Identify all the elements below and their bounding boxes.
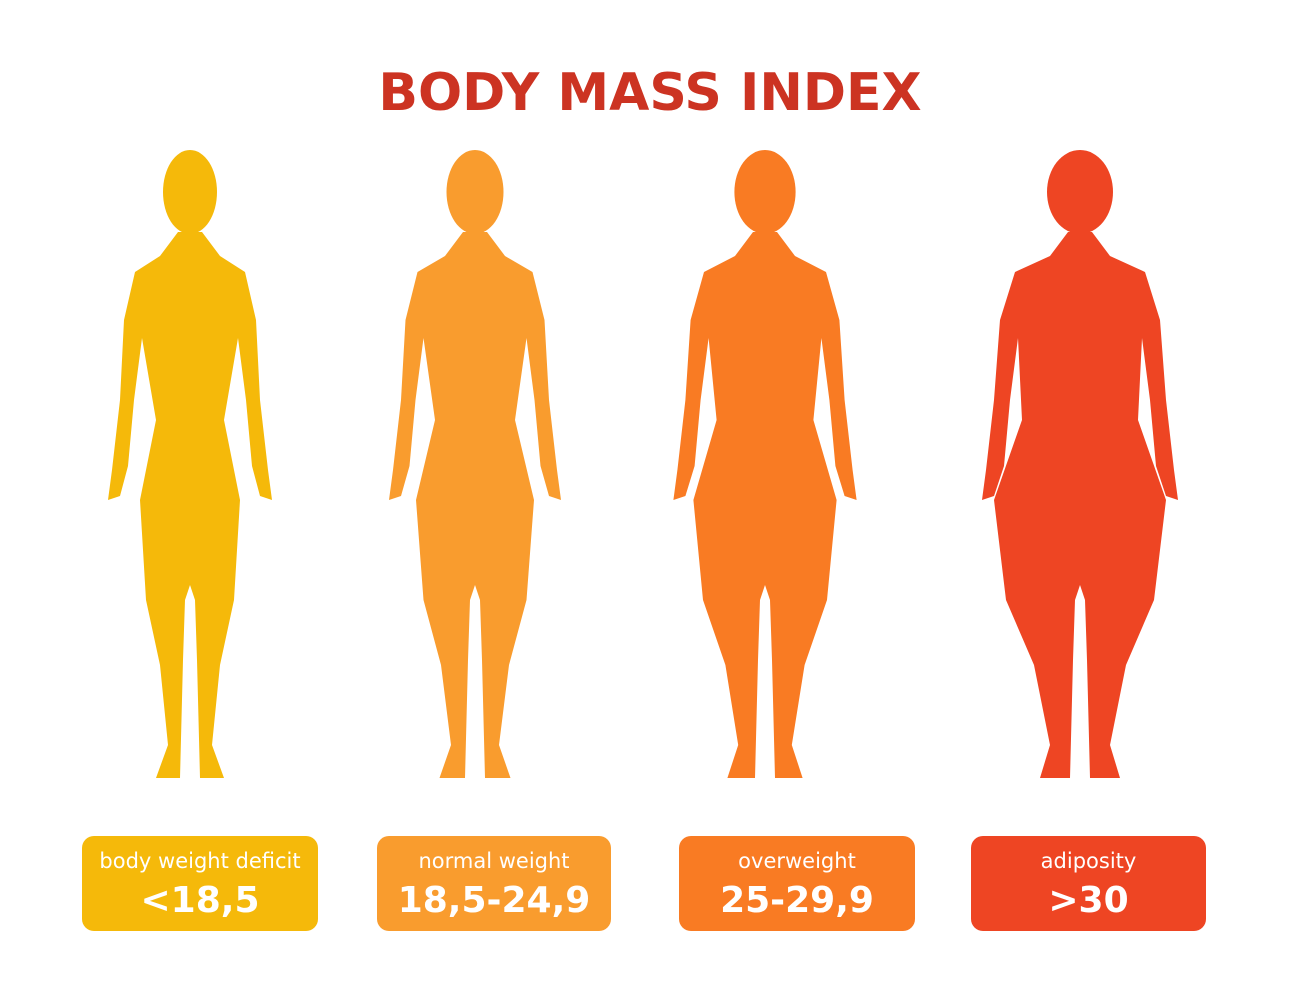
title: BODY MASS INDEX [378, 63, 921, 123]
category-label: body weight deficit [99, 849, 300, 873]
silhouette-body [389, 232, 561, 778]
category-box [377, 836, 611, 931]
silhouette-head [1047, 150, 1113, 234]
category-label: adiposity [1041, 849, 1137, 873]
silhouette-body [673, 232, 857, 778]
silhouette-head [734, 150, 796, 234]
category-range: 18,5-24,9 [398, 880, 591, 921]
category-label: overweight [738, 849, 856, 873]
silhouette-head [163, 150, 217, 234]
category-range: >30 [1048, 880, 1128, 921]
category-box [971, 836, 1206, 931]
silhouette-head [446, 150, 504, 234]
category-range: 25-29,9 [720, 880, 874, 921]
silhouette-body [982, 232, 1178, 778]
category-box [82, 836, 318, 931]
category-range: <18,5 [141, 880, 260, 921]
category-label: normal weight [418, 849, 569, 873]
silhouette-body [108, 232, 272, 778]
category-box [679, 836, 915, 931]
